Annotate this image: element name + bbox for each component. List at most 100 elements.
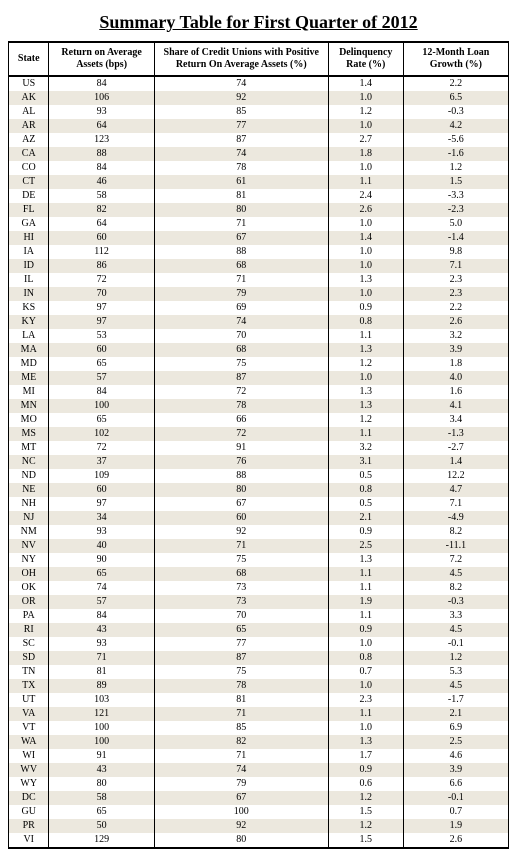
cell-state: SC	[9, 637, 49, 651]
cell-value: 0.8	[328, 651, 403, 665]
cell-value: 109	[49, 469, 154, 483]
cell-value: 91	[49, 749, 154, 763]
cell-value: 81	[49, 665, 154, 679]
cell-value: 1.2	[328, 819, 403, 833]
cell-value: 1.8	[403, 357, 508, 371]
table-body: US84741.42.2AK106921.06.5AL93851.2-0.3AR…	[9, 76, 509, 848]
cell-value: 65	[49, 805, 154, 819]
cell-state: TN	[9, 665, 49, 679]
cell-state: MI	[9, 385, 49, 399]
cell-value: 92	[154, 525, 328, 539]
cell-state: GU	[9, 805, 49, 819]
cell-value: 67	[154, 497, 328, 511]
cell-state: ID	[9, 259, 49, 273]
table-row: SC93771.0-0.1	[9, 637, 509, 651]
table-row: AL93851.2-0.3	[9, 105, 509, 119]
cell-state: ND	[9, 469, 49, 483]
cell-value: 70	[154, 609, 328, 623]
table-row: MA60681.33.9	[9, 343, 509, 357]
cell-value: 100	[49, 721, 154, 735]
cell-state: MT	[9, 441, 49, 455]
cell-value: 71	[154, 539, 328, 553]
table-row: AR64771.04.2	[9, 119, 509, 133]
cell-value: -0.3	[403, 595, 508, 609]
cell-value: 1.0	[328, 259, 403, 273]
table-row: OH65681.14.5	[9, 567, 509, 581]
cell-value: 1.4	[328, 231, 403, 245]
table-header-row: State Return on Average Assets (bps) Sha…	[9, 42, 509, 76]
table-row: WI91711.74.6	[9, 749, 509, 763]
cell-value: 71	[154, 749, 328, 763]
cell-value: 75	[154, 553, 328, 567]
table-row: OR57731.9-0.3	[9, 595, 509, 609]
cell-value: 65	[154, 623, 328, 637]
cell-state: HI	[9, 231, 49, 245]
cell-value: 1.2	[328, 357, 403, 371]
cell-value: 1.1	[328, 707, 403, 721]
cell-value: 43	[49, 623, 154, 637]
cell-value: 1.2	[403, 161, 508, 175]
cell-value: 0.8	[328, 483, 403, 497]
table-row: NY90751.37.2	[9, 553, 509, 567]
cell-value: 4.7	[403, 483, 508, 497]
cell-value: 72	[49, 441, 154, 455]
cell-value: 1.0	[328, 119, 403, 133]
cell-value: 1.2	[328, 413, 403, 427]
cell-value: 64	[49, 217, 154, 231]
cell-value: 1.7	[328, 749, 403, 763]
cell-state: OK	[9, 581, 49, 595]
cell-value: 80	[49, 777, 154, 791]
cell-value: 77	[154, 119, 328, 133]
cell-value: 3.2	[328, 441, 403, 455]
cell-value: 1.0	[328, 287, 403, 301]
table-row: HI60671.4-1.4	[9, 231, 509, 245]
cell-state: OH	[9, 567, 49, 581]
cell-value: 2.3	[328, 693, 403, 707]
cell-value: 78	[154, 679, 328, 693]
cell-value: 88	[154, 469, 328, 483]
cell-value: -4.9	[403, 511, 508, 525]
cell-value: 0.9	[328, 301, 403, 315]
cell-value: 2.6	[403, 315, 508, 329]
cell-value: 106	[49, 91, 154, 105]
cell-value: 4.5	[403, 679, 508, 693]
cell-value: 12.2	[403, 469, 508, 483]
cell-value: 1.3	[328, 735, 403, 749]
cell-value: 4.1	[403, 399, 508, 413]
cell-value: 37	[49, 455, 154, 469]
cell-state: MS	[9, 427, 49, 441]
cell-state: US	[9, 76, 49, 91]
cell-value: 66	[154, 413, 328, 427]
cell-value: 65	[49, 357, 154, 371]
cell-value: 2.3	[403, 287, 508, 301]
cell-value: 2.4	[328, 189, 403, 203]
cell-state: SD	[9, 651, 49, 665]
cell-value: 75	[154, 665, 328, 679]
cell-value: 85	[154, 721, 328, 735]
cell-value: -3.3	[403, 189, 508, 203]
cell-state: VA	[9, 707, 49, 721]
cell-value: 74	[154, 76, 328, 91]
cell-state: KY	[9, 315, 49, 329]
cell-value: 80	[154, 483, 328, 497]
cell-value: 1.0	[328, 637, 403, 651]
cell-value: 60	[154, 511, 328, 525]
cell-state: CT	[9, 175, 49, 189]
cell-value: 1.0	[328, 679, 403, 693]
cell-value: 71	[49, 651, 154, 665]
table-row: KS97690.92.2	[9, 301, 509, 315]
cell-value: 92	[154, 91, 328, 105]
cell-value: 1.0	[328, 721, 403, 735]
cell-value: 1.9	[403, 819, 508, 833]
table-row: PR50921.21.9	[9, 819, 509, 833]
page-title: Summary Table for First Quarter of 2012	[8, 12, 509, 33]
cell-state: MD	[9, 357, 49, 371]
table-row: NH97670.57.1	[9, 497, 509, 511]
cell-value: 74	[154, 147, 328, 161]
cell-value: 1.3	[328, 343, 403, 357]
cell-value: -1.4	[403, 231, 508, 245]
cell-value: 46	[49, 175, 154, 189]
cell-value: 2.2	[403, 301, 508, 315]
cell-state: NY	[9, 553, 49, 567]
cell-value: 57	[49, 371, 154, 385]
